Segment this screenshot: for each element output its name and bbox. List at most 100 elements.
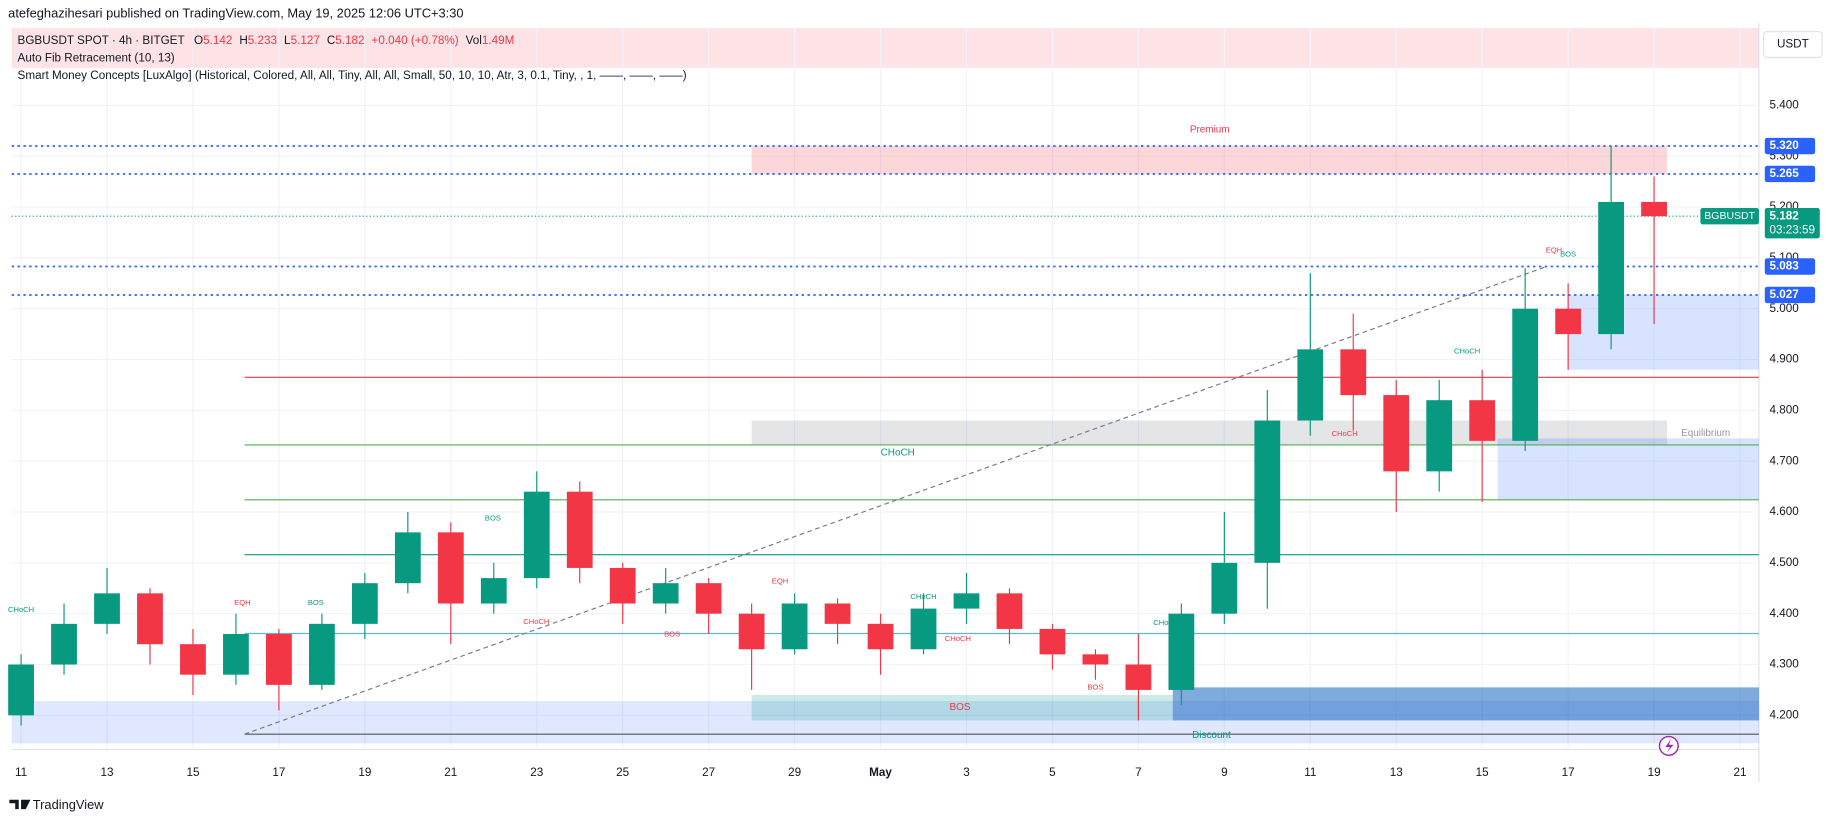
legend-line: BGBUSDT SPOT · 4h · BITGET O5.142 H5.233 L5… bbox=[18, 34, 515, 47]
zone-label: BOS bbox=[950, 702, 971, 713]
candle-body bbox=[1211, 562, 1238, 614]
zone-label: Premium bbox=[1190, 124, 1230, 135]
candle-body bbox=[781, 603, 808, 650]
x-tick-label: May bbox=[869, 766, 892, 779]
candle-body bbox=[953, 593, 980, 609]
candle-body bbox=[437, 532, 464, 604]
x-tick-label: 25 bbox=[616, 766, 629, 779]
legend-band bbox=[11, 28, 1759, 68]
structure-label: CHoCH bbox=[1454, 346, 1480, 355]
publisher: atefeghazihesari published on TradingVie… bbox=[8, 5, 463, 20]
x-tick-label: 9 bbox=[1221, 766, 1228, 779]
structure-label: BOS bbox=[308, 598, 324, 607]
open: 5.142 bbox=[203, 34, 232, 47]
price-badge-label: 5.027 bbox=[1769, 288, 1798, 301]
x-tick-label: 15 bbox=[1476, 766, 1489, 779]
candle-body bbox=[1641, 201, 1667, 217]
structure-label: BOS bbox=[485, 514, 501, 523]
candle-body bbox=[566, 491, 593, 568]
y-tick-label: 4.700 bbox=[1769, 454, 1799, 467]
x-tick-label: 19 bbox=[1648, 766, 1661, 779]
x-tick-label: 15 bbox=[186, 766, 199, 779]
x-tick-label: 11 bbox=[15, 766, 27, 779]
alert-bolt bbox=[1665, 738, 1674, 753]
candle-body bbox=[824, 603, 851, 624]
zone-label: Equilibrium bbox=[1681, 428, 1730, 439]
price-badge bbox=[1764, 258, 1816, 275]
candle-body bbox=[8, 664, 34, 716]
candle-body bbox=[1297, 349, 1324, 421]
x-tick-label: 3 bbox=[963, 766, 970, 779]
structure-label: CHoCH bbox=[8, 605, 34, 614]
footer: TradingView bbox=[33, 797, 104, 812]
structure-label: BOS bbox=[1087, 682, 1103, 691]
x-tick-label: 5 bbox=[1049, 766, 1056, 779]
price-badge-label: 5.182 bbox=[1769, 209, 1799, 222]
l-label: L bbox=[284, 34, 291, 47]
y-tick-label: 4.500 bbox=[1769, 556, 1799, 569]
candle-body bbox=[1340, 349, 1367, 396]
candle-body bbox=[1383, 395, 1410, 472]
structure-label: EQH bbox=[234, 598, 250, 607]
candle-body bbox=[1168, 613, 1195, 690]
zone bbox=[751, 146, 1667, 174]
h-label: H bbox=[239, 34, 247, 47]
symbol-badge-label: BGBUSDT bbox=[1704, 210, 1755, 222]
plot-layer: Premium Equilibrium Discount CHoCH BOS CHoCH E… bbox=[8, 28, 1759, 750]
structure-label: CHoCH bbox=[523, 617, 549, 626]
y-tick-label: 4.200 bbox=[1769, 708, 1799, 721]
currency-box[interactable] bbox=[1763, 31, 1823, 58]
c-label: C bbox=[327, 34, 335, 47]
y-tick-label: 5.400 bbox=[1769, 98, 1799, 111]
x-tick-label: 21 bbox=[444, 766, 457, 779]
structure-label: CHoCH bbox=[945, 634, 971, 643]
candle-body bbox=[910, 608, 937, 650]
x-tick-label: 13 bbox=[1390, 766, 1403, 779]
y-tick-label: 5.000 bbox=[1769, 302, 1799, 315]
candle-body bbox=[308, 623, 335, 685]
tv-logo bbox=[9, 799, 31, 810]
x-tick-label: 27 bbox=[702, 766, 715, 779]
structure-label: CHoCH bbox=[1153, 618, 1179, 627]
candle-body bbox=[1469, 400, 1496, 441]
structure-label: BOS bbox=[1560, 249, 1576, 258]
candle-body bbox=[1254, 420, 1281, 563]
candle-body bbox=[738, 613, 765, 650]
o-label: O bbox=[194, 34, 203, 47]
x-tick-label: 11 bbox=[1304, 766, 1316, 779]
candle-body bbox=[1598, 201, 1624, 335]
x-tick-label: 23 bbox=[530, 766, 543, 779]
currency[interactable]: USDT bbox=[1777, 38, 1809, 51]
x-tick-label: 17 bbox=[1562, 766, 1575, 779]
y-tick-label: 4.300 bbox=[1769, 658, 1799, 671]
price-badge bbox=[1764, 207, 1820, 239]
candle-body bbox=[652, 583, 679, 604]
candle-body bbox=[1555, 308, 1582, 335]
candle-body bbox=[94, 593, 120, 624]
candle-body bbox=[480, 578, 507, 604]
candle-body bbox=[266, 634, 292, 685]
low: 5.127 bbox=[291, 34, 320, 47]
structure-label: EQH bbox=[1546, 246, 1562, 255]
indicator: Auto Fib Retracement (10, 13) bbox=[18, 52, 175, 65]
candle-body bbox=[996, 593, 1023, 629]
candle-body bbox=[223, 634, 249, 675]
x-tick-label: 17 bbox=[272, 766, 285, 779]
candle-body bbox=[137, 593, 163, 645]
zone bbox=[1172, 687, 1759, 721]
candle-body bbox=[351, 583, 378, 624]
x-tick-label: 13 bbox=[101, 766, 114, 779]
fib-trend-line bbox=[244, 265, 1547, 735]
candle-body bbox=[51, 623, 77, 665]
indicator: Smart Money Concepts [LuxAlgo] (Historic… bbox=[18, 69, 687, 82]
zone bbox=[1497, 438, 1759, 500]
candle-body bbox=[867, 623, 894, 650]
candle-body bbox=[1512, 308, 1539, 441]
change: +0.040 (+0.78%) bbox=[372, 34, 459, 47]
candle-body bbox=[523, 491, 550, 579]
price-badge bbox=[1764, 286, 1816, 304]
zone bbox=[751, 695, 1173, 721]
candle-body bbox=[1125, 664, 1152, 690]
close: 5.182 bbox=[335, 34, 364, 47]
